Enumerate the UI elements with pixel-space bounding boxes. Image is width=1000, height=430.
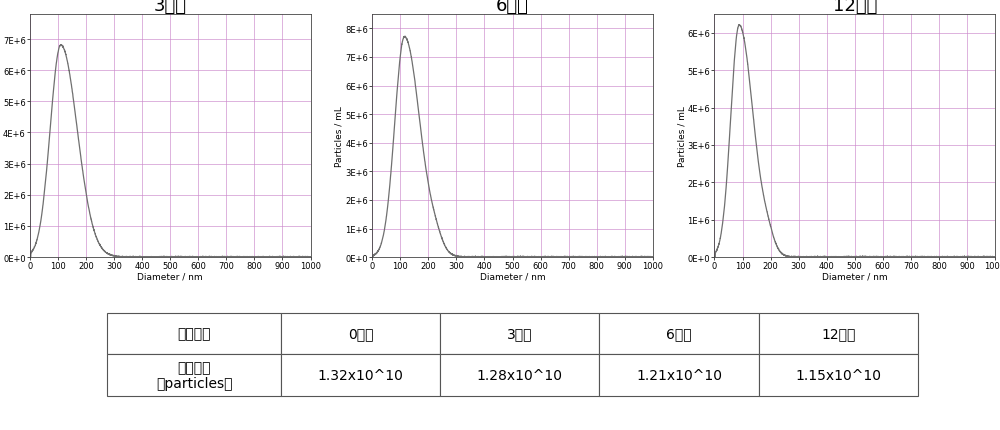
Y-axis label: Particles / mL: Particles / mL: [335, 106, 344, 167]
Y-axis label: Particles / mL: Particles / mL: [677, 106, 686, 167]
Title: 3个月: 3个月: [154, 0, 187, 15]
X-axis label: Diameter / nm: Diameter / nm: [137, 272, 203, 281]
Title: 6个月: 6个月: [496, 0, 529, 15]
Title: 12个月: 12个月: [833, 0, 877, 15]
Y-axis label: Particles / mL: Particles / mL: [0, 106, 2, 167]
X-axis label: Diameter / nm: Diameter / nm: [822, 272, 888, 281]
X-axis label: Diameter / nm: Diameter / nm: [480, 272, 545, 281]
